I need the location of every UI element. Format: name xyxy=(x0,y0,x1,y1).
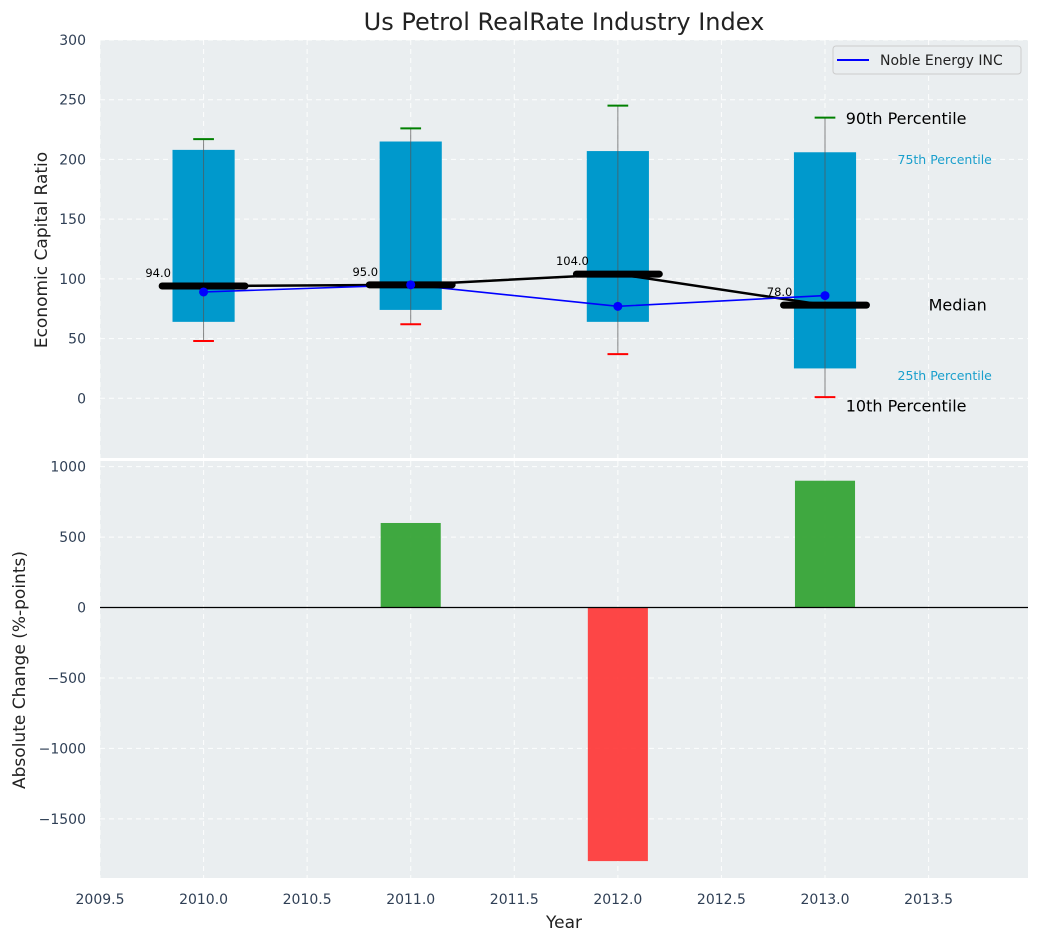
bottom-y-tick-labels: −1500 −1000 −500 0 500 1000 xyxy=(39,460,86,828)
bottom-y-tick-label: 500 xyxy=(59,530,86,546)
company-series-point xyxy=(199,287,209,297)
x-axis-label: Year xyxy=(545,913,582,933)
top-y-tick-label: 250 xyxy=(59,93,86,109)
median-value-label: 94.0 xyxy=(145,266,171,280)
median-value-label: 95.0 xyxy=(352,265,378,279)
x-tick-label: 2009.5 xyxy=(76,892,125,908)
legend-label: Noble Energy INC xyxy=(880,53,1003,69)
p10-annotation: 10th Percentile xyxy=(846,397,967,416)
bottom-y-axis-label: Absolute Change (%-points) xyxy=(10,551,30,789)
top-annotations: 90th Percentile 75th Percentile Median 25th… xyxy=(846,109,992,415)
company-series-point xyxy=(406,280,416,290)
x-tick-labels: 2009.5 2010.0 2010.5 2011.0 2011.5 2012.0 2012… xyxy=(76,892,954,908)
top-y-tick-label: 150 xyxy=(59,212,86,228)
top-y-tick-label: 300 xyxy=(59,33,86,49)
top-panel: 0 50 100 150 200 250 300 94.0 95.0 104.0 78.0 90t… xyxy=(59,33,1028,458)
chart-title: Us Petrol RealRate Industry Index xyxy=(364,8,765,36)
top-y-tick-label: 50 xyxy=(68,332,86,348)
top-marks: 94.0 95.0 104.0 78.0 xyxy=(145,104,870,399)
x-tick-label: 2012.5 xyxy=(697,892,746,908)
legend: Noble Energy INC xyxy=(832,45,1022,75)
top-y-tick-labels: 0 50 100 150 200 250 300 xyxy=(59,33,86,407)
bottom-plot-background xyxy=(100,461,1028,878)
x-tick-label: 2011.5 xyxy=(490,892,539,908)
bottom-y-tick-label: −1500 xyxy=(39,812,86,828)
x-tick-label: 2013.5 xyxy=(904,892,953,908)
bottom-y-tick-label: 0 xyxy=(77,601,86,617)
median-line xyxy=(203,272,826,307)
positive-change-bar xyxy=(380,522,441,608)
company-series-line xyxy=(203,284,826,308)
x-tick-label: 2010.0 xyxy=(179,892,228,908)
top-plot-background xyxy=(100,40,1028,458)
bottom-y-tick-label: −500 xyxy=(48,671,86,687)
top-y-tick-label: 0 xyxy=(77,391,86,407)
x-tick-label: 2011.0 xyxy=(386,892,435,908)
top-y-tick-label: 100 xyxy=(59,272,86,288)
x-tick-label: 2010.5 xyxy=(283,892,332,908)
x-tick-label: 2012.0 xyxy=(593,892,642,908)
x-tick-label: 2013.0 xyxy=(801,892,850,908)
p75-annotation: 75th Percentile xyxy=(898,152,993,167)
bottom-y-tick-label: 1000 xyxy=(50,460,86,476)
bottom-y-tick-label: −1000 xyxy=(39,741,86,757)
company-series-point xyxy=(613,301,623,311)
top-y-tick-label: 200 xyxy=(59,152,86,168)
median-value-label: 104.0 xyxy=(556,254,589,268)
bottom-marks xyxy=(100,480,1028,862)
positive-change-bar xyxy=(794,480,856,608)
top-y-axis-label: Economic Capital Ratio xyxy=(32,152,52,348)
p25-annotation: 25th Percentile xyxy=(898,368,993,383)
median-annotation: Median xyxy=(929,296,987,315)
p90-annotation: 90th Percentile xyxy=(846,109,967,128)
median-value-label: 78.0 xyxy=(767,285,793,299)
bottom-panel: −1500 −1000 −500 0 500 1000 2009.5 2010.0 2010.… xyxy=(39,460,1028,908)
company-series-point xyxy=(820,291,830,301)
negative-change-bar xyxy=(587,607,648,862)
legend-box xyxy=(832,45,1022,75)
